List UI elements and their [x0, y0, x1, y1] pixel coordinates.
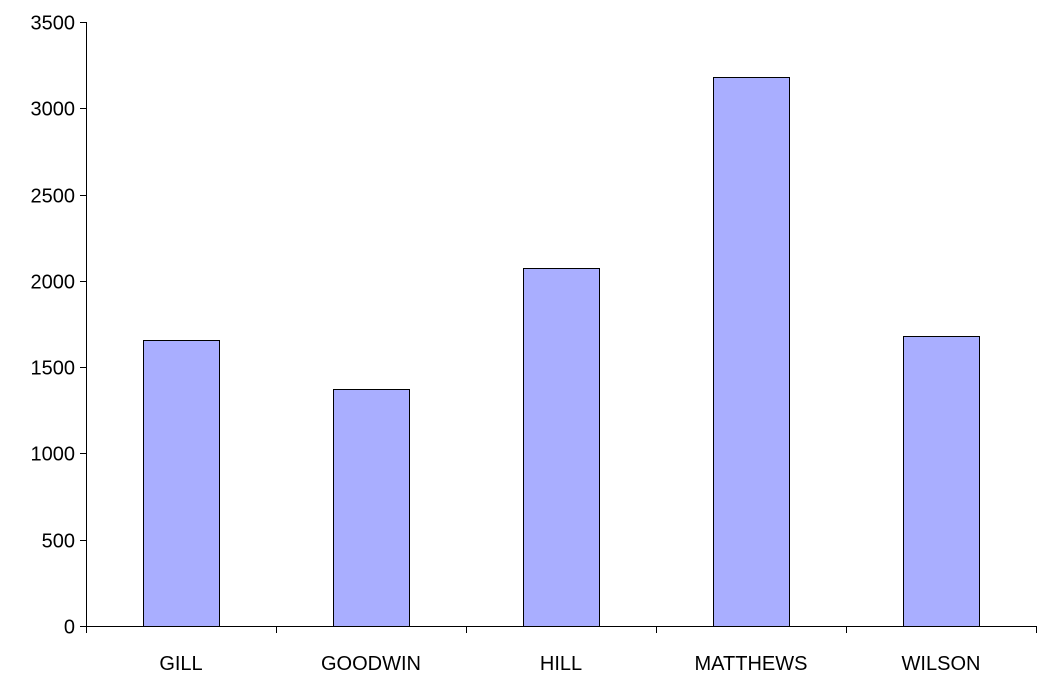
- y-tick-label: 0: [64, 617, 75, 639]
- y-tick-label: 3000: [31, 99, 76, 121]
- bar-gill: [143, 340, 220, 627]
- y-tick-label: 3500: [31, 13, 76, 35]
- y-tick-label: 1500: [31, 358, 76, 380]
- x-tick-label-goodwin: GOODWIN: [321, 653, 421, 675]
- x-tick-label-gill: GILL: [159, 653, 202, 675]
- axes-layer: [80, 22, 1037, 633]
- bar-goodwin: [333, 389, 410, 627]
- labels-layer: 0 500 1000 1500 2000 2500 3000 3500 GILL GOODWIN H…: [31, 13, 981, 676]
- y-tick-label: 500: [42, 531, 75, 553]
- y-tick-label: 2000: [31, 272, 76, 294]
- x-tick-label-hill: HILL: [540, 653, 582, 675]
- bars-layer: [143, 77, 980, 627]
- bar-wilson: [903, 336, 980, 627]
- bar-matthews: [713, 77, 790, 627]
- bar-hill: [523, 268, 600, 627]
- y-tick-label: 2500: [31, 186, 76, 208]
- y-tick-label: 1000: [31, 444, 76, 466]
- x-tick-label-wilson: WILSON: [902, 653, 981, 675]
- x-tick-label-matthews: MATTHEWS: [695, 653, 808, 675]
